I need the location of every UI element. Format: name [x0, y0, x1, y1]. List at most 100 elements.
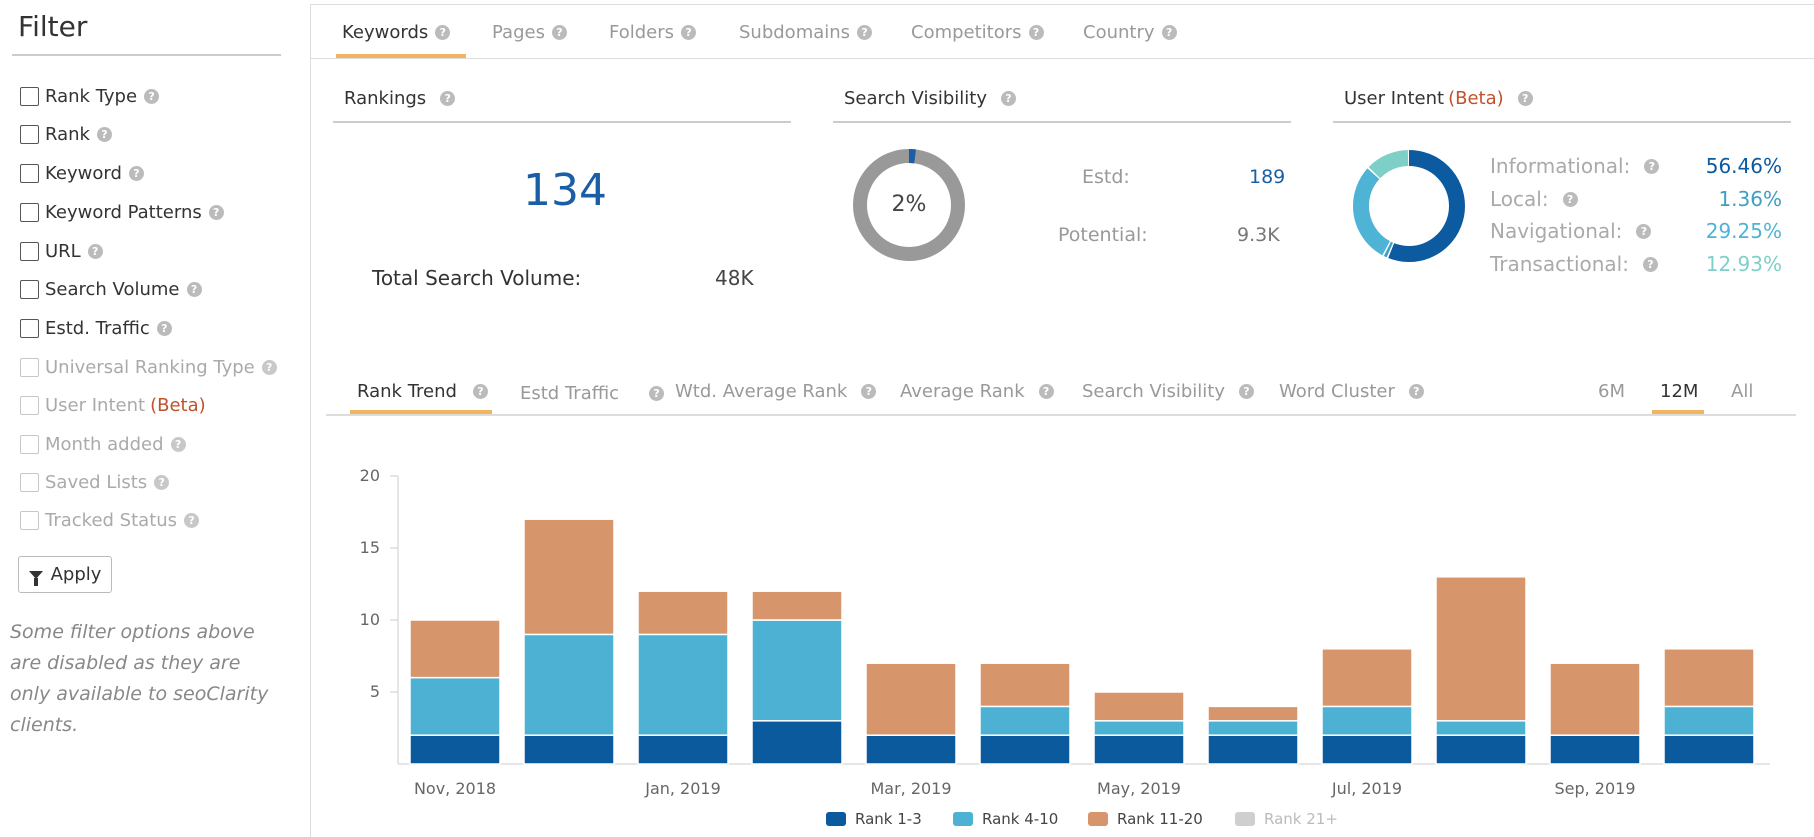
- range-tab-6m[interactable]: 6M: [1598, 380, 1625, 402]
- search-visibility-divider: [833, 121, 1291, 123]
- filter-rank-type[interactable]: Rank Type?: [20, 83, 160, 109]
- filter-label: Saved Lists: [45, 471, 148, 493]
- x-tick-label: May, 2019: [1097, 779, 1181, 798]
- legend-label: Rank 21+: [1264, 810, 1338, 828]
- help-icon: ?: [1636, 223, 1652, 239]
- filter-checkbox: [20, 434, 39, 454]
- intent-label-informational: Informational:?: [1490, 154, 1660, 178]
- chart-tab-search-visibility[interactable]: Search Visibility?: [1082, 378, 1254, 404]
- tab-country[interactable]: Country?: [1083, 19, 1177, 45]
- bar-segment: [409, 676, 501, 736]
- tab-subdomains[interactable]: Subdomains?: [739, 19, 873, 45]
- help-icon: ?: [1001, 91, 1016, 106]
- chart-tab-estd-traffic[interactable]: Estd Traffic?: [520, 380, 665, 406]
- filter-checkbox[interactable]: [20, 318, 39, 338]
- tab-folders[interactable]: Folders?: [609, 19, 697, 45]
- help-icon: ?: [1028, 24, 1044, 40]
- x-tick-label: Nov, 2018: [414, 779, 496, 798]
- disabled-filters-note: Some filter options above are disabled a…: [10, 621, 269, 736]
- filter-estd-traffic[interactable]: Estd. Traffic?: [20, 315, 172, 341]
- bar-segment: [979, 734, 1071, 765]
- help-icon: ?: [1644, 158, 1660, 174]
- legend-label: Rank 11-20: [1117, 810, 1203, 828]
- chart-tab-divider: [326, 414, 1796, 416]
- bar-segment: [751, 720, 843, 765]
- bar-segment: [1549, 734, 1641, 765]
- filter-search-volume[interactable]: Search Volume?: [20, 276, 202, 302]
- search-visibility-percent: 2%: [891, 192, 927, 217]
- legend-label: Rank 1-3: [855, 810, 922, 828]
- range-tab-all[interactable]: All: [1731, 380, 1754, 402]
- legend-swatch: [953, 812, 973, 826]
- apply-button[interactable]: Apply: [18, 556, 112, 593]
- filter-label: URL: [45, 240, 81, 262]
- filter-checkbox[interactable]: [20, 86, 39, 106]
- bar-segment: [1207, 734, 1299, 765]
- chart-tab-average-rank[interactable]: Average Rank?: [900, 378, 1054, 404]
- filter-rank[interactable]: Rank?: [20, 121, 112, 147]
- bar-segment: [1321, 734, 1413, 765]
- chart-tab-wtd-average-rank[interactable]: Wtd. Average Rank?: [675, 378, 877, 404]
- bar-segment: [523, 518, 615, 636]
- bar-segment: [637, 633, 729, 736]
- range-tab-12m[interactable]: 12M: [1660, 380, 1699, 402]
- help-icon: ?: [435, 24, 451, 40]
- bar-segment: [1435, 576, 1527, 722]
- filter-checkbox: [20, 510, 39, 530]
- help-icon: ?: [1408, 383, 1424, 399]
- filter-label: Month added: [45, 433, 164, 455]
- filter-label: Tracked Status: [45, 509, 178, 531]
- tab-keywords[interactable]: Keywords?: [342, 19, 451, 45]
- help-icon: ?: [170, 436, 186, 452]
- help-icon: ?: [861, 383, 877, 399]
- help-icon: ?: [144, 88, 160, 104]
- filter-checkbox[interactable]: [20, 241, 39, 261]
- filter-label: Rank: [45, 123, 90, 145]
- bar-segment: [865, 662, 957, 736]
- filter-title: Filter: [18, 10, 88, 43]
- filter-keyword[interactable]: Keyword?: [20, 160, 144, 186]
- filter-checkbox[interactable]: [20, 202, 39, 222]
- help-icon: ?: [472, 383, 488, 399]
- estd-label: Estd:: [1082, 166, 1130, 188]
- bar-segment: [1435, 734, 1527, 765]
- filter-label: Estd. Traffic: [45, 317, 150, 339]
- filter-keyword-patterns[interactable]: Keyword Patterns?: [20, 199, 224, 225]
- intent-label-transactional: Transactional:?: [1490, 252, 1658, 276]
- filter-checkbox: [20, 395, 39, 415]
- bar-segment: [1663, 648, 1755, 708]
- tab-pages[interactable]: Pages?: [492, 19, 567, 45]
- legend-item[interactable]: Rank 11-20: [1088, 810, 1203, 828]
- filter-icon: [28, 570, 43, 586]
- filter-checkbox[interactable]: [20, 279, 39, 299]
- potential-label: Potential:: [1058, 224, 1148, 246]
- help-icon: ?: [1239, 383, 1254, 399]
- bar-segment: [1321, 705, 1413, 736]
- legend-label: Rank 4-10: [982, 810, 1059, 828]
- help-icon: ?: [1038, 383, 1054, 399]
- filter-url[interactable]: URL?: [20, 238, 103, 264]
- bar-segment: [1093, 734, 1185, 765]
- legend-item[interactable]: Rank 21+: [1235, 810, 1338, 828]
- legend-item[interactable]: Rank 1-3: [826, 810, 922, 828]
- active-chart-tab-indicator: [350, 410, 492, 414]
- main-panel: Keywords? Pages? Folders? Subdomains? Co…: [310, 4, 1814, 837]
- filter-user-intent: User Intent (Beta): [20, 392, 206, 418]
- active-range-indicator: [1652, 410, 1704, 414]
- filter-checkbox[interactable]: [20, 163, 39, 183]
- help-icon: ?: [96, 126, 112, 142]
- help-icon: ?: [128, 165, 144, 181]
- x-tick-label: Jul, 2019: [1331, 779, 1402, 798]
- x-tick-label: Sep, 2019: [1554, 779, 1635, 798]
- legend-item[interactable]: Rank 4-10: [953, 810, 1058, 828]
- filter-checkbox[interactable]: [20, 124, 39, 144]
- bar-segment: [1321, 648, 1413, 708]
- y-tick-label: 15: [360, 538, 380, 557]
- tab-competitors[interactable]: Competitors?: [911, 19, 1044, 45]
- help-icon: ?: [1161, 24, 1177, 40]
- bar-segment: [409, 734, 501, 765]
- chart-tab-rank-trend[interactable]: Rank Trend?: [357, 378, 488, 404]
- potential-value: 9.3K: [1237, 224, 1280, 246]
- chart-tab-word-cluster[interactable]: Word Cluster?: [1279, 378, 1424, 404]
- help-icon: ?: [551, 24, 567, 40]
